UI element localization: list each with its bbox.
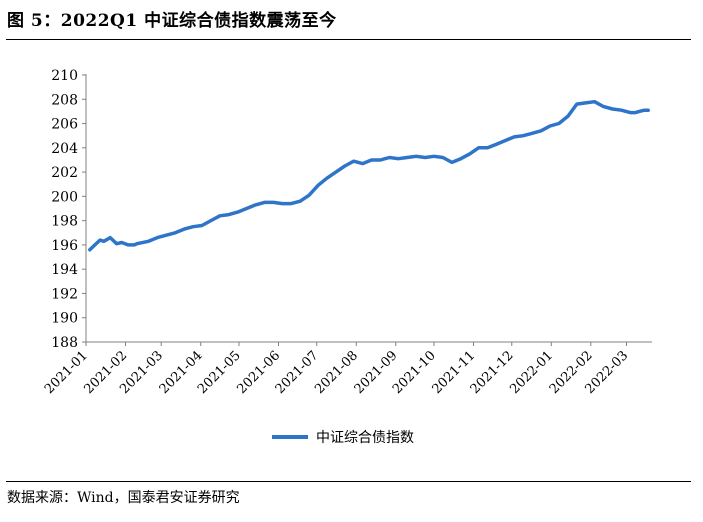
y-tick-label: 202 (51, 165, 78, 181)
series-layer (88, 99, 650, 252)
y-tick-label: 196 (51, 238, 78, 254)
source-rule (6, 481, 691, 482)
y-tick-label: 190 (51, 311, 78, 327)
figure-title: 图 5：2022Q1 中证综合债指数震荡至今 (7, 11, 337, 31)
legend: 中证综合债指数 (272, 430, 414, 446)
y-axis-ticks: 188 190 192 194 196 198 200 202 204 206 208 210 (51, 68, 86, 351)
y-tick-label: 204 (51, 141, 78, 157)
y-tick-label: 194 (51, 262, 78, 278)
y-tick-label: 198 (51, 214, 78, 230)
y-tick-label: 200 (51, 189, 78, 205)
series-line (88, 99, 650, 252)
chart-axes (85, 74, 652, 343)
y-tick-label: 208 (51, 92, 78, 108)
title-rule (6, 39, 691, 40)
x-axis-ticks: 2021-012021-022021-032021-042021-052021-… (42, 342, 631, 397)
y-tick-label: 206 (51, 117, 78, 133)
y-tick-label: 210 (51, 68, 78, 84)
line-chart: 188 190 192 194 196 198 200 202 204 206 208 210 202… (42, 68, 652, 446)
data-source: 数据来源：Wind，国泰君安证券研究 (7, 490, 240, 506)
legend-label: 中证综合债指数 (316, 430, 414, 446)
y-tick-label: 188 (51, 335, 78, 351)
y-tick-label: 192 (51, 286, 78, 302)
